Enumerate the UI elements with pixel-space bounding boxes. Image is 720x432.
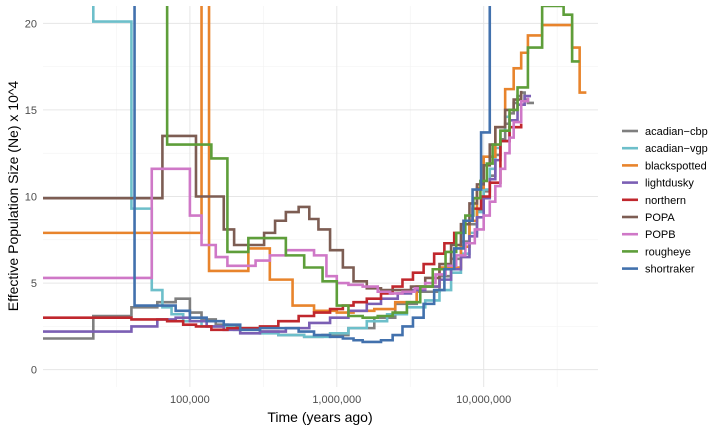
legend-item: northern [622, 195, 686, 207]
series-lines [43, 6, 587, 344]
legend-label: northern [645, 195, 686, 207]
legend-item: acadian−vgp [622, 143, 708, 155]
series-line-1 [92, 6, 510, 339]
y-tick-label: 15 [25, 105, 37, 117]
y-axis-title: Effective Population Size (Ne) x 10^4 [5, 81, 21, 312]
legend-item: lightdusky [622, 178, 694, 190]
x-tick-label: 10,000,000 [456, 394, 511, 406]
x-axis-ticks: 100,000 1,000,000 10,000,000 [170, 394, 511, 406]
legend-item: blackspotted [622, 160, 707, 172]
y-tick-label: 10 [25, 192, 37, 204]
y-tick-label: 20 [25, 18, 37, 30]
legend-label: acadian−cbp [645, 126, 708, 138]
legend-label: acadian−vgp [645, 143, 708, 155]
legend-item: rougheye [622, 246, 691, 258]
legend-item: acadian−cbp [622, 126, 708, 138]
legend-label: lightdusky [645, 178, 694, 190]
legend-label: blackspotted [645, 160, 707, 172]
x-axis-title: Time (years ago) [267, 409, 372, 425]
series-line-8 [133, 6, 492, 344]
legend-label: rougheye [645, 246, 691, 258]
y-tick-label: 0 [31, 365, 37, 377]
series-line-2 [43, 6, 587, 314]
legend-label: shortraker [645, 264, 695, 276]
series-line-4 [43, 123, 523, 332]
grid [43, 6, 598, 387]
series-line-7 [165, 6, 580, 320]
series-line-5 [43, 90, 523, 292]
y-tick-label: 5 [31, 278, 37, 290]
legend-label: POPB [645, 229, 676, 241]
legend-item: POPA [622, 212, 675, 224]
legend: acadian−cbp acadian−vgp blackspotted lightd… [622, 126, 708, 276]
y-axis-ticks: 0 5 10 15 20 [25, 18, 37, 376]
series-line-6 [43, 97, 530, 295]
x-tick-label: 100,000 [170, 394, 210, 406]
x-tick-label: 1,000,000 [312, 394, 361, 406]
legend-label: POPA [645, 212, 675, 224]
legend-item: POPB [622, 229, 676, 241]
legend-item: shortraker [622, 264, 695, 276]
